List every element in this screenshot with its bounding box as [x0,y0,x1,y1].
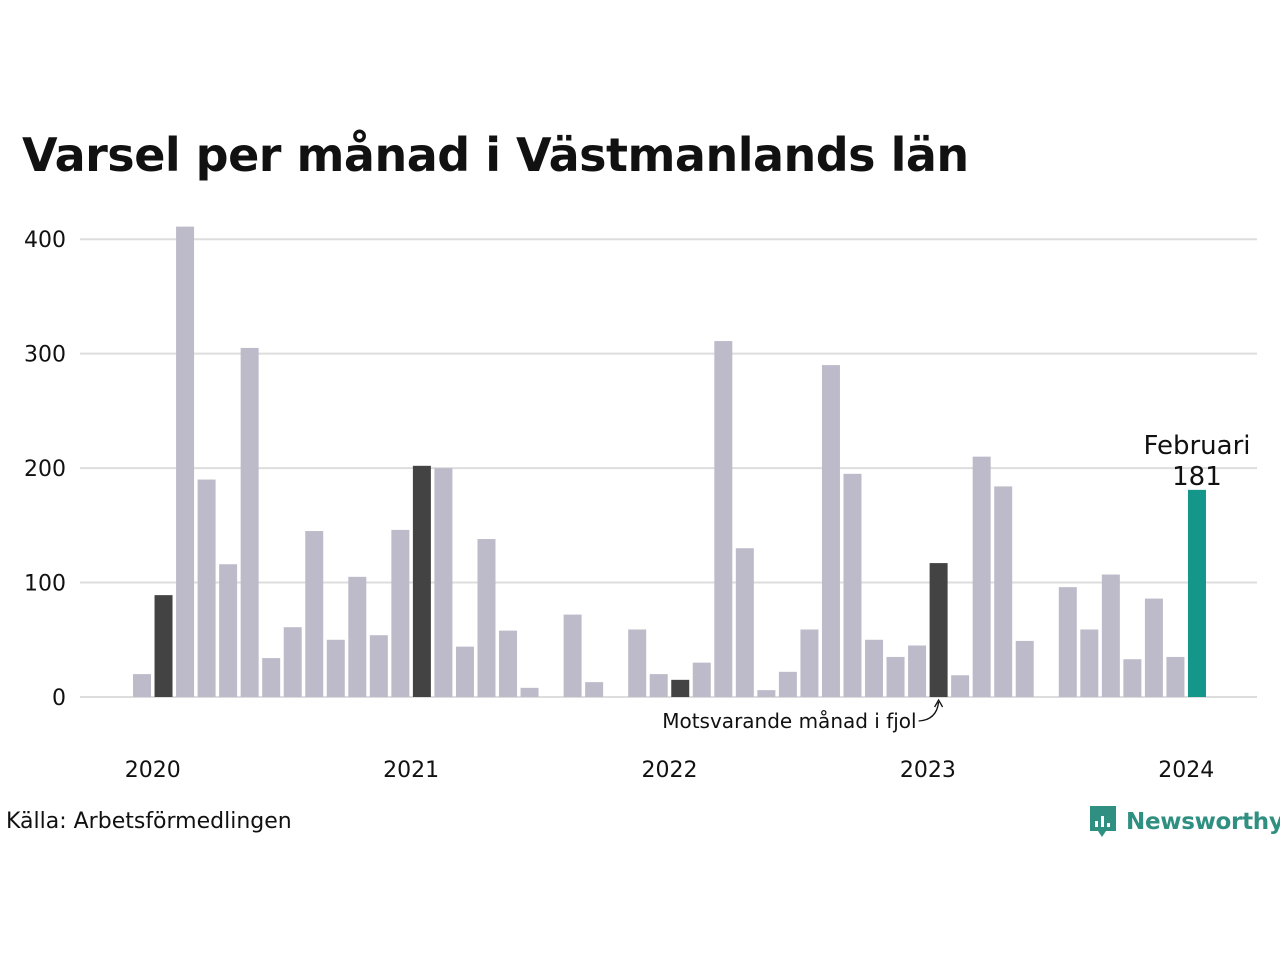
last-year-annotation: Motsvarande månad i fjol [662,709,916,733]
bar [240,347,259,697]
bar-chart: 0 100 200 300 400 2020 2021 2022 2023 2024 Febru… [24,226,1257,783]
y-tick-label: 200 [24,457,66,482]
bar [283,627,302,697]
bar [628,629,647,697]
bar [757,690,776,697]
bar [1015,640,1034,697]
x-tick-label: 2021 [383,758,439,783]
brand-logo[interactable]: Newsworthy [1088,802,1280,842]
bar [951,675,970,697]
bar [391,529,410,697]
bar [1080,629,1099,697]
bar [305,531,324,697]
x-tick-label: 2024 [1158,758,1214,783]
bar [843,473,862,697]
last-year-bar [154,595,173,697]
bar [563,614,582,697]
y-tick-label: 100 [24,572,66,597]
bar [262,658,281,697]
bar [369,635,388,697]
bar [176,226,195,697]
bar [1123,659,1142,697]
bar [455,646,474,697]
bar [821,365,840,697]
bar [778,671,797,697]
bar [994,486,1013,697]
bar [434,468,453,697]
x-tick-label: 2023 [900,758,956,783]
bar [133,674,151,697]
highlight-bar [1187,489,1206,697]
bar [886,656,905,697]
bar [735,548,754,697]
bar [219,564,238,697]
highlight-value-label: 181 [1172,462,1222,492]
annotation-arrow [918,701,940,722]
last-year-bar [412,465,431,697]
y-tick-label: 0 [52,686,66,711]
bar [1144,598,1163,697]
bar [585,682,604,697]
bar [520,687,539,697]
source-note: Källa: Arbetsförmedlingen [6,809,292,834]
x-tick-label: 2020 [125,758,181,783]
last-year-bar [929,563,948,697]
chart-title: Varsel per månad i Västmanlands län [22,128,969,182]
y-tick-label: 300 [24,343,66,368]
bar [1166,656,1185,697]
bar [972,456,991,697]
bars [133,226,1206,697]
last-year-bar [671,679,690,697]
bar [499,630,518,697]
bar [1058,587,1077,697]
bar [908,645,927,697]
bar [348,576,367,697]
y-tick-label: 400 [24,228,66,253]
bar [800,629,819,697]
bar [865,639,884,697]
x-tick-label: 2022 [641,758,697,783]
brand-name: Newsworthy [1126,809,1280,835]
annotation-arrowhead [934,698,944,708]
x-axis-ticks: 2020 2021 2022 2023 2024 [125,758,1214,783]
highlight-month-label: Februari [1143,431,1250,461]
bar [649,674,668,697]
bar-chart-speech-bubble-icon [1090,806,1116,837]
bar [477,539,496,697]
bar [326,639,345,697]
bar [692,662,711,697]
y-axis-ticks: 0 100 200 300 400 [24,228,66,711]
bar [197,479,216,697]
bar [1101,574,1120,697]
bar [714,341,733,697]
